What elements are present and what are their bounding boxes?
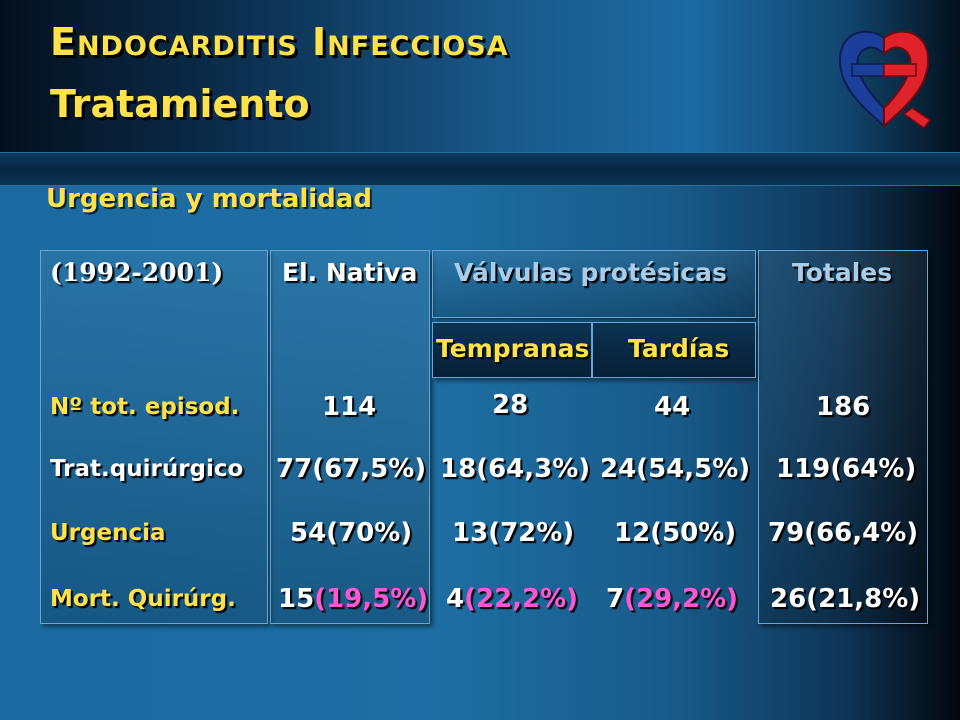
native-header: El. Nativa [282,258,418,287]
mortality-late-count: 7 [606,584,625,614]
row-label-urgency: Urgencia [50,520,166,546]
prosthetic-header-cell [432,250,756,318]
total-column [758,250,928,624]
period-label: (1992-2001) [50,258,224,287]
row-label-mortality: Mort. Quirúrg. [50,586,236,612]
urgency-total: 79(66,4%) [768,518,919,548]
episodes-early: 28 [492,390,529,420]
mortality-early: 4(22,2%) [446,584,578,614]
page-subtitle: Tratamiento [50,82,310,126]
header-divider [0,152,960,186]
mortality-early-percent: (22,2%) [464,584,579,614]
prosthetic-header: Válvulas protésicas [454,258,727,287]
row-label-episodes: Nº tot. episod. [50,394,240,420]
heart-cross-logo-icon [838,30,932,130]
row-label-column [40,250,268,624]
native-column [270,250,430,624]
urgency-late: 12(50%) [614,518,737,548]
late-header: Tardías [628,334,730,363]
urgency-native: 54(70%) [290,518,413,548]
mortality-native: 15(19,5%) [278,584,428,614]
row-label-surgery: Trat.quirúrgico [50,456,244,482]
mortality-early-count: 4 [446,584,465,614]
mortality-total: 26(21,8%) [770,584,921,614]
surgery-early: 18(64,3%) [440,454,591,484]
page-title: Endocarditis Infecciosa [50,20,509,64]
mortality-late-percent: (29,2%) [624,584,739,614]
urgency-early: 13(72%) [452,518,575,548]
section-title: Urgencia y mortalidad [46,184,372,214]
early-header-cell [432,322,592,378]
total-header: Totales [792,258,893,287]
surgery-native: 77(67,5%) [276,454,427,484]
early-header: Tempranas [436,334,590,363]
header-band [0,0,960,152]
episodes-late: 44 [654,392,691,422]
surgery-late: 24(54,5%) [600,454,751,484]
mortality-late: 7(29,2%) [606,584,738,614]
mortality-native-count: 15 [278,584,315,614]
episodes-total: 186 [816,392,871,422]
late-header-cell [592,322,756,378]
surgery-total: 119(64%) [776,454,917,484]
episodes-native: 114 [322,392,377,422]
mortality-native-percent: (19,5%) [314,584,429,614]
